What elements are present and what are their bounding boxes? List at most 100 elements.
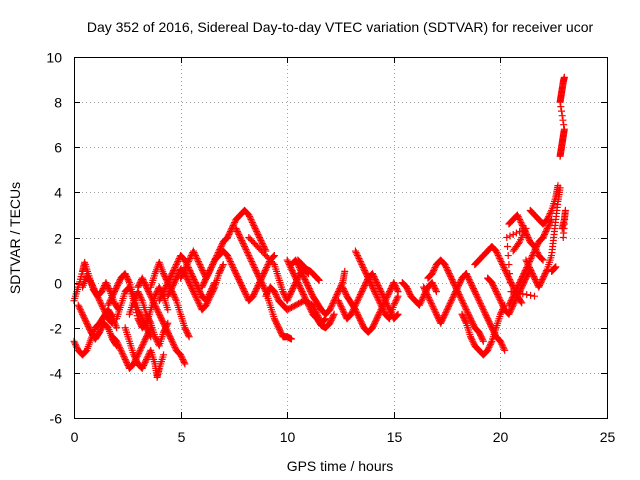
data-point <box>108 318 116 326</box>
data-point <box>292 276 300 284</box>
data-point <box>361 282 369 290</box>
data-point <box>498 340 506 348</box>
data-point <box>527 255 535 263</box>
data-point <box>307 289 315 297</box>
x-tick-label: 20 <box>493 429 509 445</box>
data-point <box>130 352 138 360</box>
data-point <box>171 277 179 285</box>
data-point <box>171 343 179 351</box>
data-point <box>132 355 140 363</box>
data-point <box>291 273 299 281</box>
data-point <box>172 262 180 270</box>
data-point <box>424 292 432 300</box>
data-point <box>159 318 167 326</box>
data-point <box>505 274 513 282</box>
data-point <box>243 247 251 255</box>
data-point <box>558 112 566 120</box>
data-point <box>139 363 147 371</box>
data-point <box>546 209 554 217</box>
data-point <box>329 300 337 308</box>
data-point <box>422 288 430 296</box>
data-point <box>233 271 241 279</box>
data-point <box>513 285 521 293</box>
data-point <box>170 342 178 350</box>
data-point <box>465 312 473 320</box>
data-point <box>203 300 211 308</box>
data-point <box>154 307 162 315</box>
data-point <box>446 271 454 279</box>
data-point <box>287 265 295 273</box>
data-point <box>373 315 381 323</box>
data-point <box>369 322 377 330</box>
data-point <box>182 264 190 272</box>
data-point <box>356 256 364 264</box>
data-point <box>227 259 235 267</box>
data-point <box>442 307 450 315</box>
data-point <box>245 252 253 260</box>
data-point <box>516 279 524 287</box>
data-point <box>204 271 212 279</box>
data-point <box>165 291 173 299</box>
data-point <box>252 226 260 234</box>
data-point <box>108 292 116 300</box>
data-point <box>253 285 261 293</box>
data-point <box>468 282 476 290</box>
series-arc-35 <box>526 182 562 228</box>
data-point <box>185 279 193 287</box>
data-point <box>256 276 264 284</box>
data-point <box>495 253 503 261</box>
data-point <box>543 226 551 234</box>
data-point <box>497 258 505 266</box>
data-point <box>145 315 153 323</box>
data-point <box>515 214 523 222</box>
data-point <box>209 259 217 267</box>
data-point <box>366 277 374 285</box>
data-point <box>501 267 509 275</box>
data-point <box>236 234 244 241</box>
data-point <box>77 307 85 315</box>
data-point <box>102 310 110 318</box>
data-point <box>486 340 494 348</box>
data-point <box>368 282 376 290</box>
data-point <box>484 315 492 323</box>
data-point <box>447 297 455 305</box>
data-point <box>167 336 175 344</box>
data-point <box>102 279 110 287</box>
data-point <box>491 285 499 293</box>
data-point <box>255 232 263 240</box>
y-tick-label: -2 <box>50 321 63 337</box>
data-point <box>210 285 218 293</box>
data-point <box>390 279 398 287</box>
data-point <box>354 312 362 320</box>
data-point <box>430 282 438 290</box>
data-point <box>341 288 349 296</box>
data-point <box>490 283 498 291</box>
data-point <box>525 262 533 270</box>
data-point <box>464 309 472 317</box>
data-point <box>216 268 224 276</box>
data-point <box>354 297 362 305</box>
data-point <box>105 285 113 293</box>
data-point <box>494 252 502 260</box>
data-point <box>425 294 433 302</box>
data-point <box>172 276 180 284</box>
data-point <box>507 288 515 296</box>
data-point <box>194 298 202 306</box>
data-point <box>225 255 233 263</box>
data-point <box>270 315 278 323</box>
data-point <box>167 286 175 294</box>
data-point <box>499 342 507 350</box>
data-point <box>112 285 120 293</box>
data-point <box>98 301 106 309</box>
data-point <box>449 292 457 300</box>
data-point <box>164 279 172 287</box>
data-point <box>507 297 515 305</box>
data-point <box>301 294 309 302</box>
data-point <box>259 282 267 290</box>
data-point <box>458 297 466 305</box>
data-point <box>488 324 496 332</box>
series-arc-32 <box>505 215 556 309</box>
data-point <box>137 345 145 353</box>
data-point <box>390 301 398 309</box>
data-point <box>539 256 547 264</box>
